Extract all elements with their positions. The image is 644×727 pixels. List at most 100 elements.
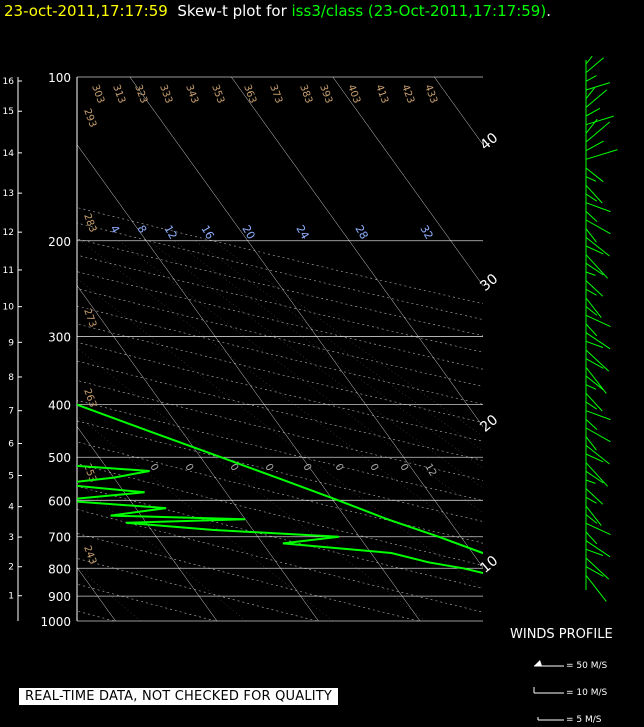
wind-barb — [585, 254, 608, 279]
wind-barb — [585, 288, 597, 296]
isotherm-line — [129, 77, 483, 568]
height-tick-label: 10 — [3, 303, 15, 313]
height-tick-label: 3 — [8, 533, 14, 543]
wind-barb — [585, 505, 602, 527]
height-tick-label: 11 — [3, 266, 14, 276]
wind-barb — [585, 167, 604, 183]
wind-barb — [585, 118, 598, 134]
dry-adiabat-label: 423 — [399, 83, 416, 105]
mixing-ratio-label: 16 — [198, 223, 216, 242]
wind-barb — [585, 427, 611, 443]
mixing-ratio-line — [173, 240, 483, 469]
wind-barb — [585, 488, 604, 505]
wind-barb — [585, 375, 604, 391]
wind-barb — [585, 107, 601, 117]
wind-barb — [585, 87, 596, 99]
barb-10-icon — [533, 687, 564, 694]
dry-adiabat-label: 323 — [132, 83, 149, 105]
mixing-ratio-label: 0 — [367, 462, 380, 473]
wind-legend-10-label: = 10 M/S — [566, 688, 608, 698]
wind-legend-50-label: = 50 M/S — [566, 661, 608, 671]
dewpoint-line — [77, 464, 483, 575]
wind-barb — [585, 228, 597, 243]
pressure-tick-label: 800 — [48, 562, 71, 576]
height-tick-label: 2 — [8, 563, 14, 573]
pressure-tick-label: 1000 — [40, 615, 71, 629]
dry-adiabat-label: 283 — [81, 212, 98, 234]
mixing-ratio-label: 8 — [134, 223, 149, 236]
height-tick-label: 1 — [8, 592, 14, 602]
wind-barb — [585, 349, 610, 372]
height-tick-label: 16 — [3, 77, 15, 87]
isotherm-line — [77, 144, 421, 621]
chart-title: 23-oct-2011,17:17:59 Skew-t plot for iss… — [4, 2, 551, 20]
barb-5-icon — [537, 717, 564, 721]
wind-barb — [585, 57, 604, 74]
wind-barb — [585, 479, 596, 484]
mixing-ratio-labels: 4 8 12 16 20 24 28 320 0 0 0 0 0 0 0 12 — [107, 223, 438, 479]
wind-barb — [585, 236, 610, 257]
wind-barb — [585, 89, 608, 108]
wind-profile — [585, 55, 618, 602]
isotherm-lines — [77, 77, 644, 621]
wind-barb — [585, 496, 597, 504]
dry-adiabat-line — [77, 463, 483, 566]
pressure-tick-label: 900 — [48, 590, 71, 604]
mixing-ratio-label: 0 — [147, 462, 160, 473]
wind-barb — [585, 149, 618, 160]
dry-adiabat-label: 393 — [317, 83, 334, 105]
wind-barb — [585, 280, 604, 297]
isotherm-line — [434, 77, 483, 146]
height-tick-label: 7 — [8, 407, 14, 417]
barb-50-icon — [534, 660, 564, 667]
wind-barb — [585, 401, 598, 410]
quality-notice: REAL-TIME DATA, NOT CHECKED FOR QUALITY — [19, 688, 339, 705]
dry-adiabat-line — [77, 222, 483, 320]
pressure-tick-label: 300 — [48, 331, 71, 345]
dry-adiabat-label: 343 — [183, 83, 200, 105]
wind-barb — [585, 340, 604, 348]
wind-barb — [585, 202, 611, 213]
wind-barb — [585, 470, 604, 484]
wind-barb — [585, 358, 604, 369]
wind-barb — [585, 115, 614, 126]
mixing-ratio-label: 0 — [397, 462, 410, 473]
wind-barb — [585, 176, 597, 182]
pressure-tick-label: 700 — [48, 531, 71, 545]
height-tick-label: 13 — [3, 189, 14, 199]
wind-barb — [585, 392, 603, 412]
mixing-ratio-label: 0 — [227, 462, 240, 473]
isotherm-line — [332, 77, 483, 287]
isotherm-line — [637, 77, 644, 621]
height-tick-label: 6 — [8, 439, 14, 449]
wind-barb — [585, 262, 604, 276]
dry-adiabat-label: 313 — [110, 83, 127, 105]
dry-adiabat-label: 383 — [297, 83, 314, 105]
wind-barb — [585, 332, 611, 350]
height-tick-label: 15 — [3, 107, 14, 117]
pressure-tick-label: 100 — [48, 71, 71, 85]
wind-legend-5-label: = 5 M/S — [566, 715, 602, 725]
mixing-ratio-label: 32 — [417, 223, 435, 242]
dry-adiabat-line — [77, 254, 483, 353]
dry-adiabat-label: 263 — [81, 387, 98, 409]
mixing-ratio-label: 0 — [332, 462, 345, 473]
title-period: . — [546, 2, 551, 20]
wind-barb — [585, 82, 611, 91]
plot-frame — [17, 77, 78, 621]
mixing-ratio-line — [118, 240, 483, 514]
wind-barb — [585, 140, 604, 152]
wind-barb — [585, 271, 596, 276]
wind-legend-50 — [532, 658, 612, 673]
mixing-ratio-line — [77, 481, 247, 621]
isotherm-right-label: 30 — [477, 271, 501, 295]
wind-barb — [585, 219, 611, 235]
wind-barb — [585, 210, 598, 222]
dry-adiabat-line — [77, 441, 483, 544]
wind-barb — [585, 540, 611, 558]
height-tick-label: 12 — [3, 228, 14, 238]
wind-barb — [585, 566, 604, 577]
mixing-ratio-label: 28 — [352, 223, 370, 242]
